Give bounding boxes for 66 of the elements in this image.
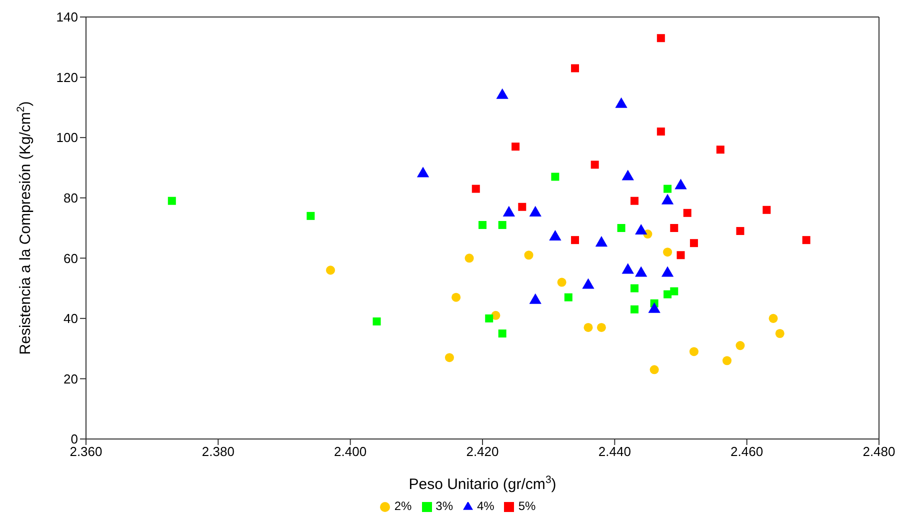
legend-label: 3% [436, 499, 453, 513]
point [683, 208, 692, 217]
point [736, 227, 744, 236]
point [630, 284, 638, 292]
point [650, 365, 659, 374]
point [596, 322, 606, 332]
x-tick-label: 2.420 [466, 444, 499, 460]
point [590, 160, 599, 169]
point [670, 287, 678, 296]
point [524, 250, 534, 260]
point [768, 314, 778, 323]
x-tick-label: 2.400 [334, 444, 367, 460]
y-tick-label: 40 [64, 311, 78, 326]
point [518, 202, 526, 211]
point [690, 239, 698, 248]
point [689, 347, 698, 356]
point [584, 322, 593, 332]
point [775, 328, 784, 338]
point [656, 34, 665, 42]
y-tick-label: 140 [56, 10, 78, 25]
point [168, 196, 176, 205]
point [551, 172, 560, 181]
x-tick-label: 2.380 [202, 444, 234, 460]
point [664, 184, 672, 193]
point [326, 266, 336, 275]
y-tick-label: 80 [64, 190, 78, 206]
x-tick-label: 2.460 [730, 444, 764, 460]
point [617, 224, 626, 232]
y-tick-label: 0 [70, 432, 78, 447]
point [670, 224, 678, 232]
point [571, 64, 580, 72]
point [478, 220, 486, 229]
point [564, 293, 572, 302]
y-tick-label: 20 [64, 371, 78, 386]
y-tick-label: 100 [56, 130, 78, 146]
point [464, 254, 474, 263]
y-tick-label: 120 [56, 70, 78, 85]
point [722, 356, 732, 366]
legend-label: 2% [394, 499, 412, 513]
legend-label: 4% [477, 499, 494, 513]
point [656, 128, 665, 136]
y-tick-label: 60 [64, 250, 78, 266]
point [630, 196, 638, 205]
point [716, 146, 724, 154]
point [762, 206, 771, 214]
legend-label: 5% [518, 499, 536, 513]
point [306, 212, 315, 220]
x-tick-label: 2.440 [598, 444, 631, 460]
point [736, 341, 745, 350]
x-tick-label: 2.360 [70, 444, 102, 460]
point [676, 251, 685, 260]
point [557, 278, 566, 287]
point [498, 330, 506, 338]
point [571, 236, 580, 244]
x-tick-label: 2.480 [862, 444, 896, 460]
point [512, 142, 520, 151]
point [452, 292, 461, 302]
point [802, 236, 810, 244]
point [372, 317, 381, 326]
point [472, 184, 480, 193]
point [444, 353, 454, 362]
point [630, 305, 638, 314]
point [485, 314, 494, 322]
x-axis-title: Peso Unitario (gr/cm$^{3}$) [408, 474, 556, 493]
point [498, 220, 506, 229]
point [663, 248, 672, 257]
